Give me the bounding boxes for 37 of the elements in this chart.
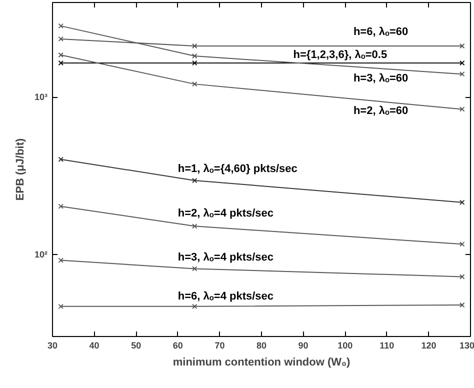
point <box>192 60 198 66</box>
series-label: h=6, λₒ=4 pkts/sec <box>178 290 274 302</box>
point <box>58 304 64 310</box>
point <box>192 304 198 310</box>
x-tick-label: 50 <box>131 340 142 350</box>
x-tick-label: 90 <box>298 340 308 350</box>
point <box>192 178 198 184</box>
point <box>192 224 198 229</box>
x-tick-label: 100 <box>338 340 353 350</box>
series-label: h=1, λₒ={4,60} pkts/sec <box>178 162 298 175</box>
point <box>460 106 465 112</box>
series-label: h=2, λₒ=4 pkts/sec <box>178 208 274 220</box>
x-tick-label: 30 <box>47 340 58 350</box>
x-tick-label: 110 <box>380 340 394 350</box>
series-label: h=3, λₒ=60 <box>353 72 408 85</box>
point <box>192 266 198 272</box>
x-tick-label: 40 <box>89 340 100 350</box>
series-label: h=2, λₒ=60 <box>353 104 408 117</box>
x-axis-title: minimum contention window (W₀) <box>172 356 350 368</box>
y-tick-label: 10² <box>34 249 48 260</box>
point <box>192 53 198 59</box>
x-tick-label: 70 <box>214 340 225 350</box>
y-tick-label: 10³ <box>34 92 48 102</box>
x-tick-label: 80 <box>256 340 267 350</box>
series-label: h=6, λₒ=60 <box>353 26 408 38</box>
point <box>192 81 198 87</box>
x-tick-label: 120 <box>421 340 436 350</box>
y-axis-title: EPB (μJ/bit) <box>14 138 26 201</box>
series-label: h={1,2,3,6}, λₒ=0.5 <box>293 49 388 62</box>
x-tick-label: 60 <box>172 340 183 350</box>
point <box>58 23 64 29</box>
x-tick-label: 130 <box>459 340 474 350</box>
series-label: h=3, λₒ=4 pkts/sec <box>178 252 274 264</box>
point <box>460 242 465 247</box>
point <box>192 43 198 49</box>
point <box>460 302 465 308</box>
point <box>460 71 465 77</box>
